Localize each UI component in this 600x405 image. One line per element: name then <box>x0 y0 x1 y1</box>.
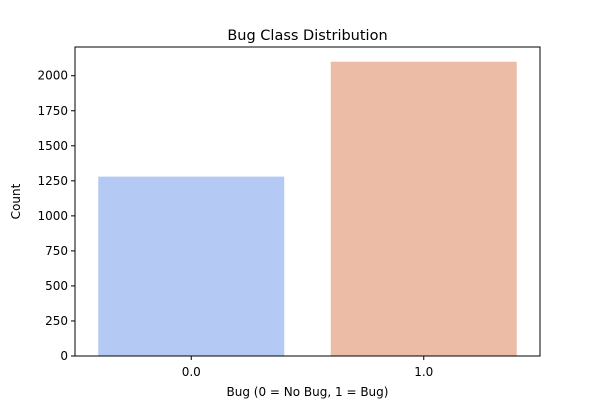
y-tick-label: 1500 <box>37 139 68 153</box>
x-tick-label: 0.0 <box>182 365 201 379</box>
y-tick-label: 500 <box>45 279 68 293</box>
axes-frame <box>74 46 541 357</box>
y-tick-label: 0 <box>60 349 68 363</box>
x-axis-label: Bug (0 = No Bug, 1 = Bug) <box>227 385 389 399</box>
y-tick-label: 1750 <box>37 104 68 118</box>
x-tick-label: 1.0 <box>414 365 433 379</box>
y-axis-label: Count <box>9 183 23 219</box>
y-tick-label: 2000 <box>37 69 68 83</box>
chart-title: Bug Class Distribution <box>227 28 387 44</box>
bar-1.0 <box>330 61 517 357</box>
y-tick-label: 250 <box>45 314 68 328</box>
y-tick-label: 750 <box>45 244 68 258</box>
y-tick-label: 1000 <box>37 209 68 223</box>
y-tick-label: 1250 <box>37 174 68 188</box>
bar-0.0 <box>98 176 285 356</box>
plot-area: 0.0 1.0 0 250 500 750 1000 1250 1500 1750 2000 <box>37 61 517 379</box>
